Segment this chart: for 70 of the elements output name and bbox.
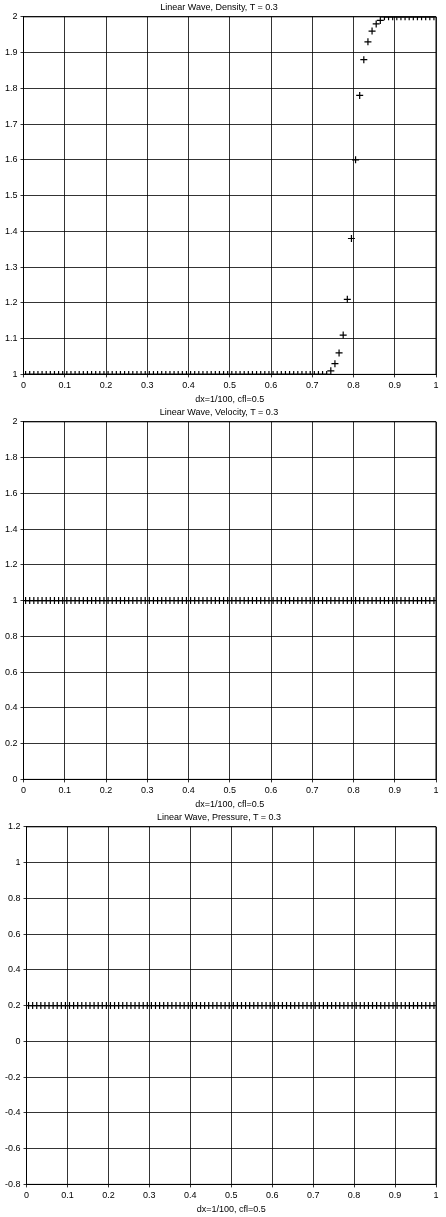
y-tick-label: 1 xyxy=(15,857,21,868)
x-tick-label: 0.8 xyxy=(347,380,360,391)
x-tick-label: 0.3 xyxy=(141,785,154,796)
x-tick-label: 0.9 xyxy=(388,380,402,391)
y-tick-label: 0.2 xyxy=(5,738,18,749)
y-tick-label: 0.8 xyxy=(7,892,21,903)
y-tick-label: 1.8 xyxy=(5,82,18,93)
y-tick-label: 0.4 xyxy=(5,702,18,713)
chart-title: Linear Wave, Density, T = 0.3 xyxy=(160,1,278,12)
x-tick-label: 0.2 xyxy=(99,785,113,796)
y-tick-label: 1.6 xyxy=(5,487,18,498)
y-tick-label: 1 xyxy=(12,595,18,606)
x-tick-label: 1 xyxy=(433,380,439,391)
y-tick-label: 1.2 xyxy=(5,297,18,308)
y-tick-label: 1.5 xyxy=(5,190,18,201)
x-tick-label: 0.5 xyxy=(223,380,237,391)
y-tick-label: 1.3 xyxy=(5,261,18,272)
x-tick-label: 0.4 xyxy=(182,380,195,391)
y-tick-label: 1.4 xyxy=(5,523,18,534)
x-tick-label: 0.9 xyxy=(388,1190,402,1201)
x-tick-label: 0.6 xyxy=(264,380,278,391)
x-tick-label: 0.3 xyxy=(143,1190,156,1201)
x-tick-label: 0.1 xyxy=(58,380,72,391)
y-tick-label: 1.7 xyxy=(5,118,18,129)
x-tick-label: 0.5 xyxy=(223,785,237,796)
x-tick-label: 0.9 xyxy=(388,785,402,796)
x-tick-label: 0.1 xyxy=(58,785,72,796)
y-tick-label: 1.6 xyxy=(5,154,18,165)
x-axis-title: dx=1/100, cfl=0.5 xyxy=(196,1204,266,1215)
x-tick-label: 1 xyxy=(433,1190,439,1201)
y-tick-label: 2 xyxy=(12,11,18,22)
x-tick-label: 0.5 xyxy=(225,1190,238,1201)
x-tick-label: 0.7 xyxy=(306,380,319,391)
chart-title: Linear Wave, Velocity, T = 0.3 xyxy=(159,406,279,417)
x-tick-label: 0.1 xyxy=(61,1190,74,1201)
x-axis-title: dx=1/100, cfl=0.5 xyxy=(195,799,265,810)
x-tick-label: 0.4 xyxy=(184,1190,197,1201)
x-tick-label: 0.6 xyxy=(264,785,278,796)
y-tick-label: 1.2 xyxy=(7,821,21,832)
y-tick-label: 1 xyxy=(12,368,18,379)
chart-title: Linear Wave, Pressure, T = 0.3 xyxy=(156,811,282,822)
y-tick-label: -0.8 xyxy=(4,1178,21,1189)
x-tick-label: 0.7 xyxy=(306,785,319,796)
x-tick-label: 0.4 xyxy=(182,785,195,796)
x-axis-title: dx=1/100, cfl=0.5 xyxy=(195,394,265,405)
y-tick-label: 0.2 xyxy=(7,1000,21,1011)
x-tick-label: 0.8 xyxy=(347,785,360,796)
y-tick-label: 2 xyxy=(12,416,18,427)
x-tick-label: 0.8 xyxy=(347,1190,361,1201)
x-tick-label: 0.7 xyxy=(306,1190,320,1201)
y-tick-label: -0.6 xyxy=(4,1143,21,1154)
y-tick-label: 0 xyxy=(15,1035,21,1046)
x-tick-label: 1 xyxy=(433,785,439,796)
y-tick-label: 1.2 xyxy=(5,559,18,570)
y-tick-label: 0 xyxy=(12,773,18,784)
y-tick-label: 0.6 xyxy=(5,666,18,677)
y-tick-label: 1.8 xyxy=(5,452,18,463)
y-tick-label: 0.8 xyxy=(5,630,18,641)
y-tick-label: 1.1 xyxy=(5,333,18,344)
y-tick-label: 0.6 xyxy=(7,928,21,939)
x-tick-label: 0.2 xyxy=(99,380,113,391)
x-tick-label: 0.2 xyxy=(102,1190,115,1201)
y-tick-label: 0.4 xyxy=(7,964,21,975)
x-tick-label: 0.3 xyxy=(141,380,154,391)
y-tick-label: 1.4 xyxy=(5,225,18,236)
y-tick-label: -0.2 xyxy=(4,1071,21,1082)
x-tick-label: 0.6 xyxy=(265,1190,279,1201)
y-tick-label: 1.9 xyxy=(5,47,18,58)
x-tick-label: 0 xyxy=(24,1190,30,1201)
y-tick-label: -0.4 xyxy=(4,1107,21,1118)
